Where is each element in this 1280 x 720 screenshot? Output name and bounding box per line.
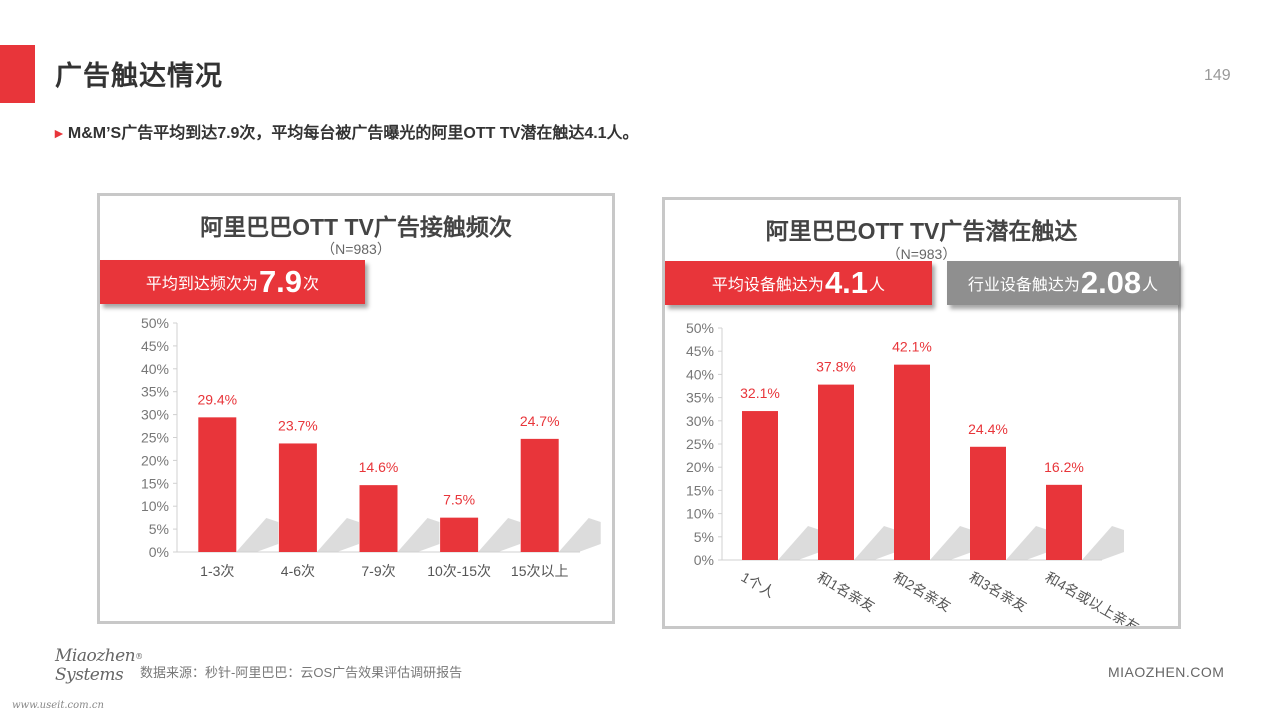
bar <box>970 446 1006 560</box>
y-tick-label: 0% <box>149 544 169 560</box>
bar-value-label: 24.7% <box>520 413 560 429</box>
industry-device-reach-badge: 行业设备触达为 2.08 人 <box>947 261 1179 305</box>
bar-value-label: 29.4% <box>197 391 237 407</box>
x-tick-label: 1个人 <box>739 569 778 601</box>
reach-bar-chart: 0% 5% 10% 15% 20% 25% 30% 35% 40% 45% 50% 32.1% 1个人 3… <box>686 320 1143 626</box>
y-tick-label: 0% <box>694 552 714 568</box>
y-tick-label: 35% <box>141 384 169 400</box>
miaozhen-logo: Miaozhen® Systems <box>55 646 143 685</box>
triangle-bullet-icon: ► <box>52 125 66 141</box>
y-tick-label: 50% <box>686 320 714 336</box>
y-tick-label: 30% <box>686 413 714 429</box>
bar-shadow <box>397 518 440 552</box>
industry-device-reach-prefix: 行业设备触达为 <box>967 277 1080 294</box>
y-tick-label: 45% <box>686 343 714 359</box>
bar-shadow <box>236 518 279 552</box>
bar <box>818 384 854 560</box>
x-tick-label: 和4名或以上亲友 <box>1043 569 1143 626</box>
frequency-chart-sample-size: （N=983） <box>321 241 391 257</box>
logo-line1: Miaozhen <box>55 646 136 666</box>
y-tick-label: 20% <box>141 452 169 468</box>
page-number: 149 <box>1204 67 1231 84</box>
bar <box>894 364 930 560</box>
y-tick-label: 40% <box>141 361 169 377</box>
bar <box>742 411 778 560</box>
y-tick-label: 5% <box>149 521 169 537</box>
avg-frequency-badge: 平均到达频次为 7.9 次 <box>100 260 365 304</box>
y-tick-label: 10% <box>141 498 169 514</box>
y-tick-label: 25% <box>141 430 169 446</box>
x-tick-label: 4-6次 <box>281 563 315 579</box>
headline-summary: ► M&M’S广告平均到达7.9次，平均每台被广告曝光的阿里OTT TV潜在触达4… <box>52 119 639 143</box>
bar-shadow <box>778 526 820 560</box>
page-title: 广告触达情况 <box>55 61 223 91</box>
x-tick-label: 10次-15次 <box>427 563 491 579</box>
y-tick-label: 45% <box>141 338 169 354</box>
bar-shadow <box>1082 526 1124 560</box>
y-tick-label: 15% <box>686 482 714 498</box>
y-tick-label: 25% <box>686 436 714 452</box>
reach-chart-sample-size: （N=983） <box>886 246 957 262</box>
reach-chart-panel: 阿里巴巴OTT TV广告潜在触达 （N=983） 平均设备触达为 4.1 人 行业设… <box>662 197 1181 629</box>
bar-value-label: 14.6% <box>359 459 399 475</box>
avg-frequency-suffix: 次 <box>303 276 320 293</box>
bar-value-label: 23.7% <box>278 417 318 433</box>
reach-chart-title: 阿里巴巴OTT TV广告潜在触达 <box>765 218 1078 244</box>
frequency-bar-chart: 0% 5% 10% 15% 20% 25% 30% 35% 40% 45% 50% 29.4% 1-3次… <box>141 315 601 579</box>
bar-value-label: 42.1% <box>892 339 932 355</box>
bar <box>520 438 559 552</box>
bar-shadow <box>478 518 521 552</box>
frequency-chart-title: 阿里巴巴OTT TV广告接触频次 <box>200 214 512 240</box>
y-tick-label: 35% <box>686 390 714 406</box>
avg-device-reach-badge: 平均设备触达为 4.1 人 <box>665 261 932 305</box>
industry-device-reach-suffix: 人 <box>1142 277 1159 294</box>
y-tick-label: 50% <box>141 315 169 331</box>
frequency-chart-panel: 阿里巴巴OTT TV广告接触频次 （N=983） 平均到达频次为 7.9 次 0% 5… <box>97 193 615 624</box>
y-tick-label: 10% <box>686 506 714 522</box>
x-tick-label: 和1名亲友 <box>815 569 878 615</box>
avg-device-reach-suffix: 人 <box>869 277 886 294</box>
bar <box>440 517 479 552</box>
x-tick-label: 7-9次 <box>361 563 395 579</box>
x-tick-label: 15次以上 <box>511 563 569 579</box>
x-tick-label: 和3名亲友 <box>967 569 1030 615</box>
y-tick-label: 5% <box>694 529 714 545</box>
bar <box>1046 484 1082 560</box>
bar-value-label: 32.1% <box>740 385 780 401</box>
bar <box>359 485 398 552</box>
y-tick-label: 15% <box>141 475 169 491</box>
bar <box>198 417 237 552</box>
data-source-note: 数据来源：秒针-阿里巴巴：云OS广告效果评估调研报告 <box>140 665 463 680</box>
bar-value-label: 37.8% <box>816 359 856 375</box>
avg-frequency-prefix: 平均到达频次为 <box>145 276 258 293</box>
y-tick-label: 30% <box>141 407 169 423</box>
bar <box>278 443 317 552</box>
bar-value-label: 16.2% <box>1044 459 1084 475</box>
bar-shadow <box>854 526 896 560</box>
avg-device-reach-prefix: 平均设备触达为 <box>711 277 824 294</box>
bar-value-label: 7.5% <box>443 492 475 508</box>
site-brand: MIAOZHEN.COM <box>1108 664 1225 680</box>
watermark-text: www.useit.com.cn <box>12 700 104 711</box>
title-accent-bar <box>0 45 35 103</box>
x-tick-label: 和2名亲友 <box>891 569 954 615</box>
bar-shadow <box>316 518 359 552</box>
bar-shadow <box>558 518 601 552</box>
avg-device-reach-value: 4.1 <box>824 265 869 300</box>
bar-shadow <box>930 526 972 560</box>
logo-line2: Systems <box>55 665 124 685</box>
logo-registered-mark: ® <box>135 652 143 661</box>
y-tick-label: 20% <box>686 459 714 475</box>
y-tick-label: 40% <box>686 366 714 382</box>
x-tick-label: 1-3次 <box>200 563 234 579</box>
headline-text: M&M’S广告平均到达7.9次，平均每台被广告曝光的阿里OTT TV潜在触达4.… <box>67 125 639 142</box>
bar-shadow <box>1006 526 1048 560</box>
bar-value-label: 24.4% <box>968 421 1008 437</box>
avg-frequency-value: 7.9 <box>258 264 303 299</box>
industry-device-reach-value: 2.08 <box>1080 265 1142 300</box>
